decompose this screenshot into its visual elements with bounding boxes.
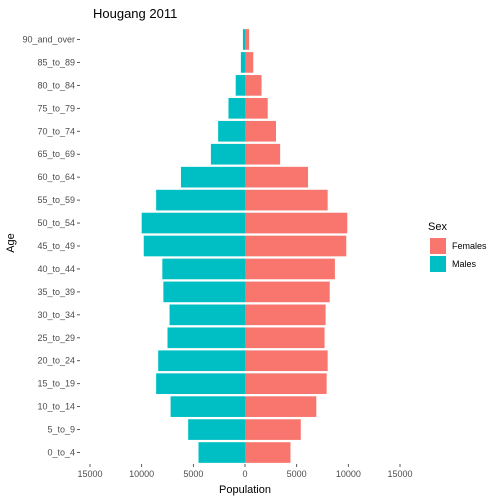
- bar-females-40_to_44: [245, 258, 335, 280]
- bar-males-40_to_44: [162, 258, 245, 280]
- legend-label-females: Females: [452, 241, 487, 251]
- bar-males-20_to_24: [158, 350, 245, 372]
- legend-key-males: [430, 256, 446, 272]
- y-tick-label-65_to_69: 65_to_69: [37, 149, 75, 159]
- y-tick-label-30_to_34: 30_to_34: [37, 310, 75, 320]
- y-axis: 0_to_4 5_to_9 10_to_14 15_to_19 20_to_24 25_t…: [22, 34, 80, 458]
- bar-females-50_to_54: [245, 212, 348, 234]
- bar-females-5_to_9: [245, 419, 301, 440]
- x-tick-label-1: 10000: [129, 469, 154, 479]
- bar-males-25_to_29: [167, 327, 245, 349]
- bar-females-55_to_59: [245, 189, 328, 211]
- y-axis-title: Age: [5, 233, 17, 253]
- bar-males-80_to_84: [235, 75, 245, 96]
- bar-males-75_to_79: [228, 97, 245, 119]
- x-tick-label-5: 10000: [336, 469, 361, 479]
- y-tick-label-45_to_49: 45_to_49: [37, 241, 75, 251]
- bar-females-60_to_64: [245, 166, 309, 188]
- x-tick-label-6: 15000: [387, 469, 412, 479]
- y-tick-label-85_to_89: 85_to_89: [37, 57, 75, 67]
- y-tick-label-70_to_74: 70_to_74: [37, 126, 75, 136]
- y-tick-label-40_to_44: 40_to_44: [37, 264, 75, 274]
- bar-females-30_to_34: [245, 304, 326, 326]
- bar-males-90_and_over: [242, 29, 245, 50]
- y-tick-label-75_to_79: 75_to_79: [37, 103, 75, 113]
- y-tick-label-0_to_4: 0_to_4: [47, 448, 75, 458]
- bar-males-0_to_4: [198, 442, 245, 463]
- x-tick-label-4: 5000: [287, 469, 307, 479]
- y-tick-label-80_to_84: 80_to_84: [37, 80, 75, 90]
- bar-females-65_to_69: [245, 143, 281, 165]
- bar-males-10_to_14: [170, 396, 245, 417]
- bar-males-65_to_69: [210, 143, 245, 165]
- y-tick-label-90_and_over: 90_and_over: [22, 34, 75, 44]
- bar-males-50_to_54: [141, 212, 245, 234]
- x-tick-label-3: 0: [242, 469, 247, 479]
- legend-key-females: [430, 238, 446, 254]
- bar-females-15_to_19: [245, 373, 327, 395]
- bar-females-25_to_29: [245, 327, 325, 349]
- bar-females-35_to_39: [245, 281, 330, 303]
- y-tick-label-50_to_54: 50_to_54: [37, 218, 75, 228]
- chart-title: Hougang 2011: [93, 6, 177, 21]
- bar-females-80_to_84: [245, 75, 262, 96]
- bar-females-45_to_49: [245, 235, 347, 257]
- x-tick-label-0: 15000: [77, 469, 102, 479]
- y-tick-label-10_to_14: 10_to_14: [37, 402, 75, 412]
- bar-males-60_to_64: [180, 166, 245, 188]
- y-tick-label-35_to_39: 35_to_39: [37, 287, 75, 297]
- x-axis: 15000 10000 5000 0 5000 10000 15000: [77, 464, 413, 479]
- bar-females-75_to_79: [245, 97, 268, 119]
- bar-males-85_to_89: [240, 52, 245, 73]
- bar-males-15_to_19: [156, 373, 245, 395]
- bar-males-70_to_74: [218, 120, 245, 142]
- bar-females-20_to_24: [245, 350, 328, 372]
- y-tick-label-20_to_24: 20_to_24: [37, 356, 75, 366]
- bar-males-30_to_34: [169, 304, 245, 326]
- legend: Sex Females Males: [428, 221, 487, 272]
- y-tick-label-15_to_19: 15_to_19: [37, 379, 75, 389]
- bar-females-90_and_over: [245, 29, 250, 50]
- x-tick-label-2: 5000: [183, 469, 203, 479]
- x-axis-title: Population: [219, 484, 271, 496]
- plot-area: [141, 29, 348, 463]
- y-tick-label-5_to_9: 5_to_9: [47, 425, 75, 435]
- y-tick-label-60_to_64: 60_to_64: [37, 172, 75, 182]
- bar-females-85_to_89: [245, 52, 254, 73]
- bar-males-35_to_39: [163, 281, 245, 303]
- bar-females-10_to_14: [245, 396, 317, 417]
- y-tick-label-25_to_29: 25_to_29: [37, 333, 75, 343]
- bar-males-45_to_49: [143, 235, 245, 257]
- y-tick-label-55_to_59: 55_to_59: [37, 195, 75, 205]
- bar-males-5_to_9: [188, 419, 245, 440]
- legend-title: Sex: [428, 221, 447, 233]
- bar-females-0_to_4: [245, 442, 291, 463]
- bar-females-70_to_74: [245, 120, 276, 142]
- bar-males-55_to_59: [156, 189, 245, 211]
- legend-label-males: Males: [452, 259, 477, 269]
